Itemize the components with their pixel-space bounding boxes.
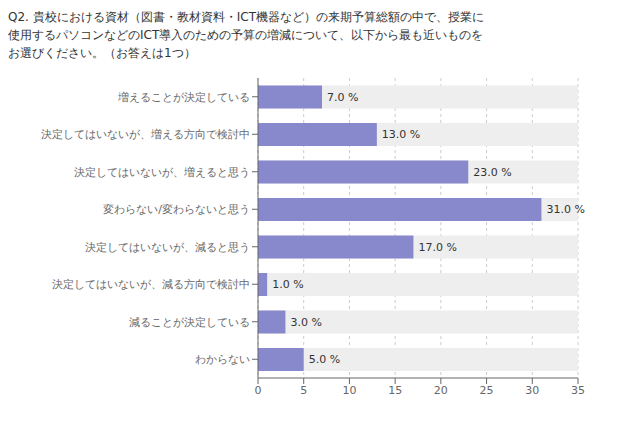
svg-text:25: 25 — [480, 384, 494, 397]
svg-text:5: 5 — [300, 384, 307, 397]
svg-text:31.0 %: 31.0 % — [546, 203, 584, 216]
html-text:お選びください。（お答えは1つ）: お選びください。（お答えは1つ） — [8, 46, 196, 60]
svg-text:3.0 %: 3.0 % — [290, 316, 321, 329]
svg-text:7.0 %: 7.0 % — [327, 91, 358, 104]
svg-text:15: 15 — [388, 384, 402, 397]
svg-text:1.0 %: 1.0 % — [272, 278, 303, 291]
svg-text:増えることが決定している: 増えることが決定している — [117, 91, 250, 104]
svg-text:決定してはいないが、増えると思う: 決定してはいないが、増えると思う — [74, 166, 250, 179]
svg-text:10: 10 — [342, 384, 356, 397]
svg-text:わからない: わからない — [195, 353, 250, 366]
svg-text:決定してはいないが、増える方向で検討中: 決定してはいないが、増える方向で検討中 — [41, 128, 250, 141]
svg-text:5.0 %: 5.0 % — [309, 353, 340, 366]
svg-text:30: 30 — [525, 384, 539, 397]
svg-text:0: 0 — [255, 384, 262, 397]
svg-text:減ることが決定している: 減ることが決定している — [129, 316, 250, 329]
svg-text:35: 35 — [571, 384, 585, 397]
svg-text:23.0 %: 23.0 % — [473, 166, 511, 179]
html-text:Q2. 貴校における資材（図書・教材資料・ICT機器など）の: Q2. 貴校における資材（図書・教材資料・ICT機器など）の来期予算総額の中で、… — [8, 10, 484, 24]
svg-text:17.0 %: 17.0 % — [418, 241, 456, 254]
svg-text:13.0 %: 13.0 % — [382, 128, 420, 141]
svg-text:決定してはいないが、減ると思う: 決定してはいないが、減ると思う — [85, 241, 250, 254]
html-text:使用するパソコンなどのICT導入のための予算の増減について、: 使用するパソコンなどのICT導入のための予算の増減について、以下から最も近いもの… — [8, 28, 484, 42]
svg-text:変わらない/変わらないと思う: 変わらない/変わらないと思う — [103, 203, 250, 216]
svg-text:20: 20 — [434, 384, 448, 397]
svg-text:決定してはいないが、減る方向で検討中: 決定してはいないが、減る方向で検討中 — [52, 278, 250, 291]
